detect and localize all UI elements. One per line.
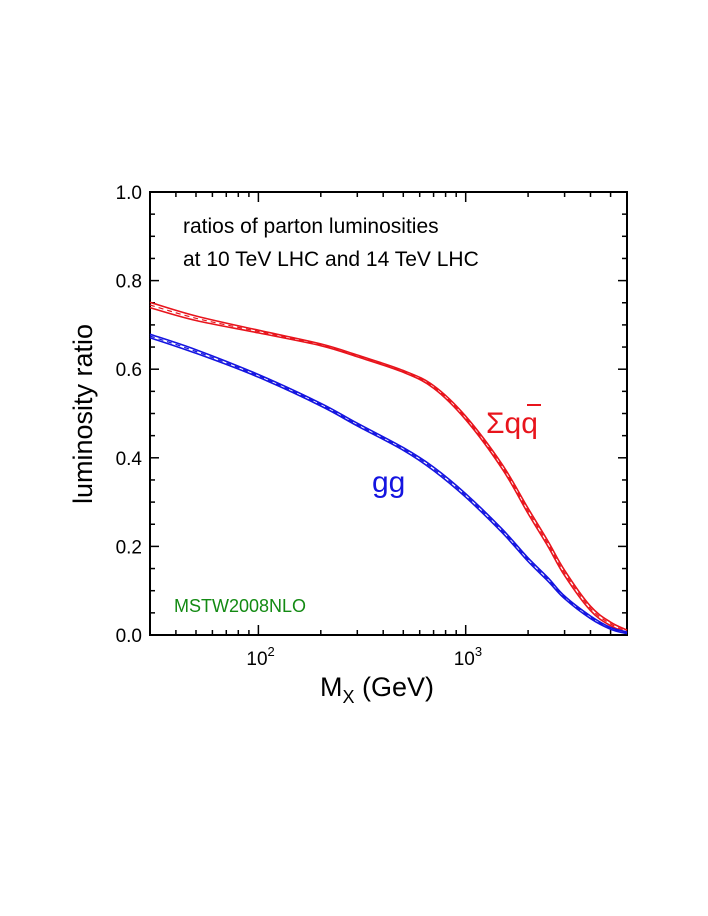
x-tick-label-exponent: 2	[268, 644, 275, 659]
x-axis-title-unit: (GeV)	[355, 672, 435, 702]
y-tick-label: 0.0	[116, 626, 142, 647]
series-label-qqbar: Σqq	[486, 404, 541, 440]
series-layer	[149, 301, 628, 635]
annotation-line-2: at 10 TeV LHC and 14 TeV LHC	[183, 248, 479, 271]
x-tick-label: 103	[454, 644, 482, 670]
y-tick-label: 1.0	[116, 183, 142, 204]
y-tick-label: 0.8	[116, 272, 142, 293]
x-tick-label: 102	[246, 644, 274, 670]
series-label-gg: gg	[372, 466, 405, 499]
x-axis-title-main: M	[320, 672, 343, 702]
x-tick-label-base: 10	[246, 649, 267, 670]
series-label-qqbar-text: Σqq	[486, 407, 538, 440]
y-tick-label: 0.4	[116, 449, 143, 470]
pdf-set-label: MSTW2008NLO	[174, 596, 306, 616]
series-qqbar-upper-line	[149, 301, 628, 631]
x-tick-label-exponent: 3	[475, 644, 482, 659]
annotation-line-1: ratios of parton luminosities	[183, 215, 439, 238]
series-gg-upper-line	[149, 333, 628, 633]
y-tick-label: 0.2	[116, 537, 142, 558]
x-tick-label-base: 10	[454, 649, 475, 670]
x-axis-title-sub: X	[343, 687, 355, 707]
x-axis-title: MX (GeV)	[320, 672, 434, 707]
y-tick-label: 0.6	[116, 360, 142, 381]
series-qqbar-lower-line	[149, 306, 628, 634]
series-gg-central-line	[149, 335, 628, 634]
y-axis-title: luminosity ratio	[68, 324, 98, 504]
series-gg-lower-line	[149, 336, 628, 635]
